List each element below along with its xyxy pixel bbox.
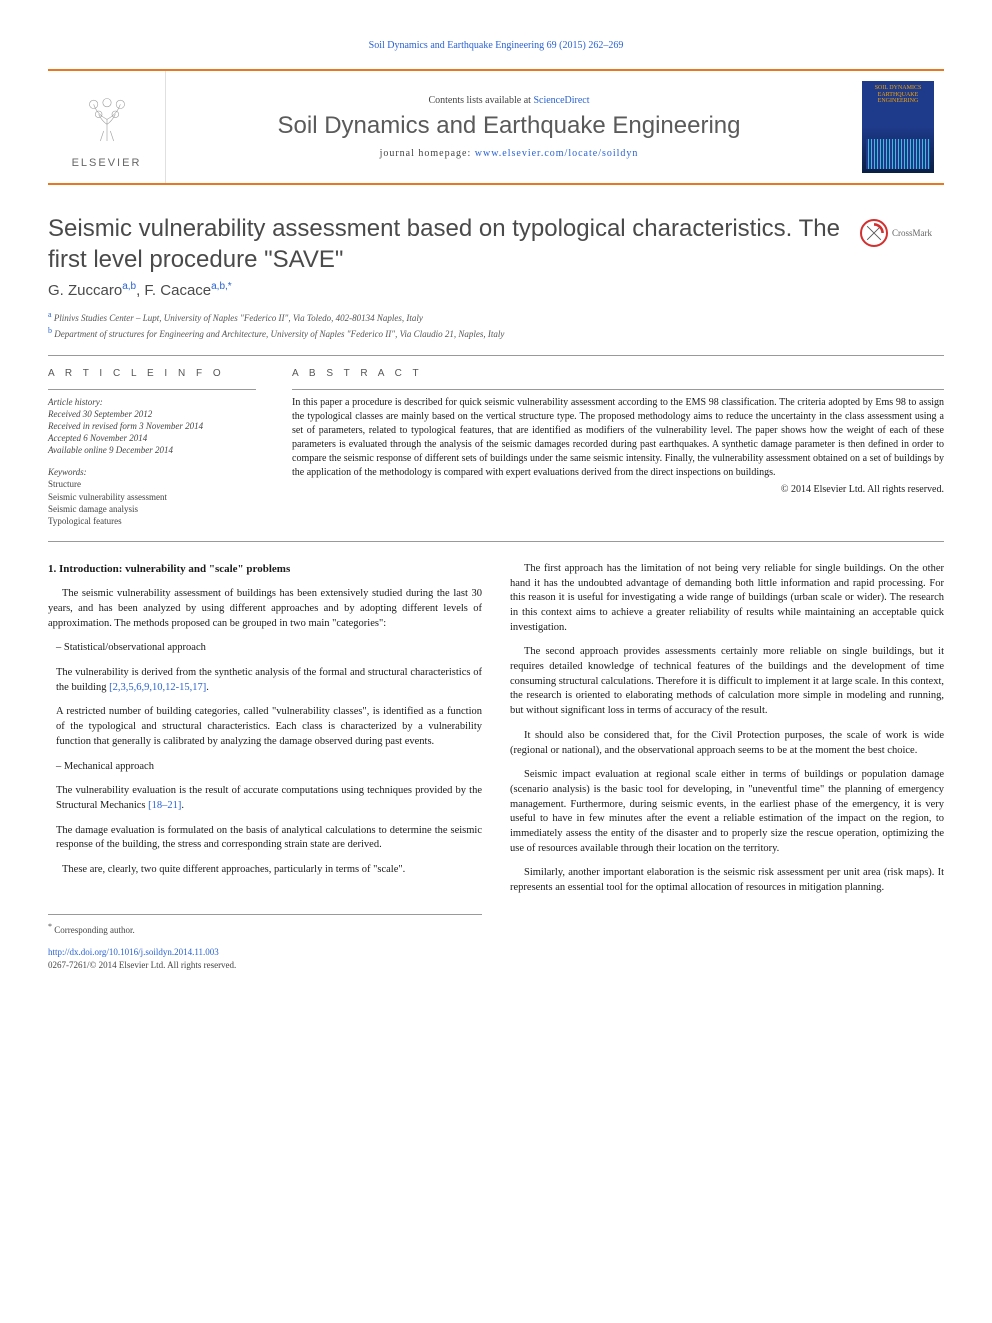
- masthead-center: Contents lists available at ScienceDirec…: [166, 71, 852, 183]
- cover-wave-icon: [866, 139, 930, 169]
- li2-body2: The damage evaluation is formulated on t…: [56, 824, 482, 853]
- left-column: 1. Introduction: vulnerability and "scal…: [48, 562, 482, 971]
- article-info-sidebar: A R T I C L E I N F O Article history: R…: [48, 368, 256, 527]
- li2-text: The vulnerability evaluation is the resu…: [56, 785, 482, 811]
- affil-a-marker: a: [48, 310, 52, 319]
- affil-b-marker: b: [48, 326, 52, 335]
- keyword-1: Structure: [48, 478, 256, 490]
- cover-thumbnail-box: SOIL DYNAMICS EARTHQUAKE ENGINEERING: [852, 71, 944, 183]
- keywords: Keywords: Structure Seismic vulnerabilit…: [48, 466, 256, 527]
- authors-line: G. Zuccaroa,b, F. Cacacea,b,*: [48, 281, 944, 299]
- cover-title: SOIL DYNAMICS EARTHQUAKE ENGINEERING: [866, 85, 930, 105]
- li1-end: .: [206, 682, 209, 693]
- elsevier-tree-icon: [71, 85, 143, 157]
- keyword-4: Typological features: [48, 515, 256, 527]
- intro-p1: The seismic vulnerability assessment of …: [48, 587, 482, 631]
- article-history: Article history: Received 30 September 2…: [48, 389, 256, 457]
- running-header-link[interactable]: Soil Dynamics and Earthquake Engineering…: [369, 40, 624, 51]
- history-online: Available online 9 December 2014: [48, 444, 256, 456]
- author-1: G. Zuccaro: [48, 282, 122, 299]
- contents-line: Contents lists available at ScienceDirec…: [428, 95, 589, 106]
- keyword-3: Seismic damage analysis: [48, 503, 256, 515]
- journal-name: Soil Dynamics and Earthquake Engineering: [278, 112, 741, 140]
- crossmark-icon: [860, 219, 888, 247]
- abstract-text: In this paper a procedure is described f…: [292, 389, 944, 480]
- running-header: Soil Dynamics and Earthquake Engineering…: [48, 40, 944, 69]
- right-column: The first approach has the limitation of…: [510, 562, 944, 971]
- doi-link[interactable]: http://dx.doi.org/10.1016/j.soildyn.2014…: [48, 947, 219, 957]
- crossmark-label: CrossMark: [892, 228, 932, 238]
- affiliations: a Plinivs Studies Center – Lupt, Univers…: [48, 309, 944, 340]
- article-title: Seismic vulnerability assessment based o…: [48, 213, 848, 275]
- affil-b: Department of structures for Engineering…: [54, 329, 504, 339]
- article-info-label: A R T I C L E I N F O: [48, 368, 256, 379]
- li2-end: .: [181, 800, 184, 811]
- history-accepted: Accepted 6 November 2014: [48, 432, 256, 444]
- corr-author-note: Corresponding author.: [52, 925, 135, 935]
- journal-masthead: ELSEVIER Contents lists available at Sci…: [48, 69, 944, 185]
- keyword-2: Seismic vulnerability assessment: [48, 491, 256, 503]
- history-received: Received 30 September 2012: [48, 408, 256, 420]
- crossmark-badge[interactable]: CrossMark: [860, 219, 944, 247]
- r-p5: Similarly, another important elaboration…: [510, 866, 944, 895]
- li1-head: – Statistical/observational approach: [56, 641, 482, 656]
- author-2-affil[interactable]: a,b,*: [211, 281, 232, 292]
- homepage-prefix: journal homepage:: [380, 148, 475, 159]
- sciencedirect-link[interactable]: ScienceDirect: [533, 95, 589, 106]
- list-item-statistical: – Statistical/observational approach The…: [56, 641, 482, 749]
- issn-line: 0267-7261/© 2014 Elsevier Ltd. All right…: [48, 959, 482, 972]
- list-item-mechanical: – Mechanical approach The vulnerability …: [56, 760, 482, 853]
- li2-body1: The vulnerability evaluation is the resu…: [56, 784, 482, 813]
- author-2: , F. Cacace: [136, 282, 211, 299]
- publisher-label: ELSEVIER: [72, 157, 142, 169]
- li1-refs-link[interactable]: [2,3,5,6,9,10,12-15,17]: [109, 682, 206, 693]
- history-head: Article history:: [48, 396, 256, 408]
- r-p4: Seismic impact evaluation at regional sc…: [510, 768, 944, 856]
- intro-p2: These are, clearly, two quite different …: [48, 863, 482, 878]
- cover-thumbnail[interactable]: SOIL DYNAMICS EARTHQUAKE ENGINEERING: [862, 81, 934, 173]
- homepage-link[interactable]: www.elsevier.com/locate/soildyn: [475, 148, 639, 159]
- affil-a: Plinivs Studies Center – Lupt, Universit…: [54, 313, 423, 323]
- li1-body2: A restricted number of building categori…: [56, 705, 482, 749]
- body-columns: 1. Introduction: vulnerability and "scal…: [48, 562, 944, 971]
- history-revised: Received in revised form 3 November 2014: [48, 420, 256, 432]
- li1-body1: The vulnerability is derived from the sy…: [56, 666, 482, 695]
- publisher-brand[interactable]: ELSEVIER: [48, 71, 166, 183]
- li2-head: – Mechanical approach: [56, 760, 482, 775]
- divider: [48, 541, 944, 542]
- abstract-copyright: © 2014 Elsevier Ltd. All rights reserved…: [292, 484, 944, 495]
- divider: [48, 355, 944, 356]
- r-p2: The second approach provides assessments…: [510, 645, 944, 718]
- keywords-head: Keywords:: [48, 466, 256, 478]
- abstract-label: A B S T R A C T: [292, 368, 944, 379]
- author-1-affil[interactable]: a,b: [122, 281, 136, 292]
- homepage-line: journal homepage: www.elsevier.com/locat…: [380, 148, 639, 159]
- r-p1: The first approach has the limitation of…: [510, 562, 944, 635]
- li2-refs-link[interactable]: [18–21]: [148, 800, 181, 811]
- page-footer: * Corresponding author. http://dx.doi.or…: [48, 914, 482, 972]
- abstract-column: A B S T R A C T In this paper a procedur…: [292, 368, 944, 527]
- section-1-heading: 1. Introduction: vulnerability and "scal…: [48, 562, 482, 577]
- contents-prefix: Contents lists available at: [428, 95, 533, 106]
- r-p3: It should also be considered that, for t…: [510, 729, 944, 758]
